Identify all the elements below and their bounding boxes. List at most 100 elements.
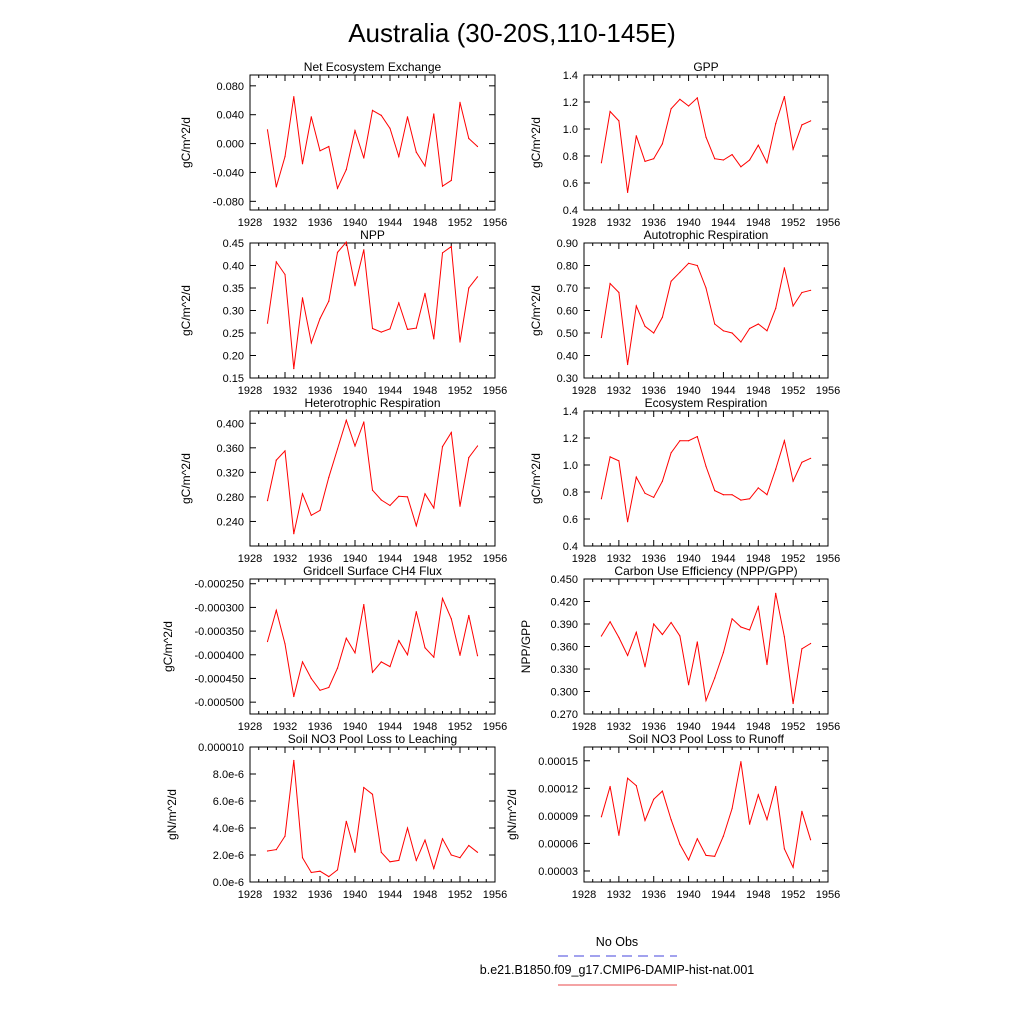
data-point xyxy=(354,851,356,853)
x-tick-label: 1936 xyxy=(308,217,332,229)
x-tick-label: 1940 xyxy=(676,217,700,229)
y-axis-label: gC/m^2/d xyxy=(179,285,193,336)
data-point xyxy=(424,493,426,495)
data-point xyxy=(275,609,277,611)
data-point xyxy=(609,456,611,458)
data-point xyxy=(783,96,786,98)
chart-panel-10: Soil NO3 Pool Loss to Runoff 1928 1932 1936… xyxy=(505,732,840,901)
y-tick-label: 0.60 xyxy=(557,306,578,318)
y-tick-label: 6.0e-6 xyxy=(213,796,244,808)
y-tick-label: 0.0e-6 xyxy=(213,877,244,889)
chart-panel-9: Soil NO3 Pool Loss to Leaching 1928 1932 19… xyxy=(165,732,507,901)
y-axis-label: gC/m^2/d xyxy=(529,117,543,168)
data-point xyxy=(618,120,620,122)
data-point xyxy=(810,642,812,645)
data-point xyxy=(644,819,646,822)
panel-title: Soil NO3 Pool Loss to Runoff xyxy=(628,732,785,746)
data-point xyxy=(783,636,786,638)
data-point xyxy=(600,635,603,637)
y-tick-label: 4.0e-6 xyxy=(213,823,244,835)
data-point xyxy=(801,461,803,463)
series-line xyxy=(600,761,812,869)
y-tick-label: -0.000250 xyxy=(194,579,244,591)
data-point xyxy=(354,652,356,654)
y-tick-label: 0.000 xyxy=(216,139,244,151)
data-point xyxy=(284,450,286,452)
data-point xyxy=(415,859,417,862)
y-tick-label: 1.0 xyxy=(563,124,578,136)
data-point xyxy=(468,287,470,289)
data-point xyxy=(328,686,330,689)
data-point xyxy=(441,446,444,448)
data-point xyxy=(714,490,716,492)
x-tick-label: 1928 xyxy=(572,889,596,901)
data-point xyxy=(600,336,603,339)
data-point xyxy=(459,505,461,507)
plot-frame xyxy=(249,746,496,883)
data-point xyxy=(644,160,646,162)
data-point xyxy=(424,165,426,167)
data-point xyxy=(618,460,620,462)
y-tick-label: 0.30 xyxy=(557,373,578,385)
data-point xyxy=(757,606,759,608)
data-point xyxy=(609,282,611,285)
y-tick-label: 0.450 xyxy=(550,574,578,586)
x-tick-label: 1932 xyxy=(607,217,631,229)
data-point xyxy=(380,661,382,663)
y-tick-label: -0.040 xyxy=(213,167,244,179)
data-point xyxy=(354,130,356,132)
data-point xyxy=(433,867,435,870)
y-tick-label: 0.4 xyxy=(563,205,578,217)
x-tick-label: 1948 xyxy=(413,217,437,229)
y-tick-label: 0.4 xyxy=(563,541,578,553)
data-point xyxy=(284,156,286,158)
data-point xyxy=(293,368,295,370)
x-tick-label: 1956 xyxy=(483,217,507,229)
data-point xyxy=(766,819,768,821)
data-point xyxy=(618,834,620,836)
data-point xyxy=(284,273,286,276)
data-point xyxy=(371,327,374,330)
data-point xyxy=(363,157,365,159)
panel-title: Carbon Use Efficiency (NPP/GPP) xyxy=(614,564,797,578)
data-point xyxy=(371,793,374,795)
data-point xyxy=(284,835,286,837)
y-tick-label: 0.8 xyxy=(563,151,578,163)
x-tick-label: 1952 xyxy=(448,721,472,733)
y-tick-label: 0.00009 xyxy=(538,811,578,823)
y-tick-label: 0.320 xyxy=(216,467,244,479)
x-tick-label: 1936 xyxy=(641,721,665,733)
data-point xyxy=(731,807,733,810)
x-tick-label: 1956 xyxy=(483,889,507,901)
data-point xyxy=(345,241,347,243)
y-tick-label: 0.90 xyxy=(557,238,578,250)
y-tick-label: 1.4 xyxy=(563,70,578,82)
data-point xyxy=(627,521,629,523)
data-point xyxy=(609,110,611,113)
data-point xyxy=(398,640,400,642)
y-tick-label: 0.40 xyxy=(557,351,578,363)
data-point xyxy=(792,702,794,705)
chart-panel-5: Heterotrophic Respiration 1928 1932 1936 194… xyxy=(179,396,507,565)
data-point xyxy=(783,848,786,850)
x-tick-label: 1956 xyxy=(816,889,840,901)
data-point xyxy=(731,332,733,334)
data-point xyxy=(670,621,672,624)
panel-title: Net Ecosystem Exchange xyxy=(304,60,442,74)
data-point xyxy=(627,654,629,657)
y-axis-label: gC/m^2/d xyxy=(179,453,193,504)
data-point xyxy=(766,162,768,164)
data-point xyxy=(714,855,716,857)
plot-frame xyxy=(583,410,829,547)
data-point xyxy=(406,496,409,498)
data-point xyxy=(670,108,672,110)
data-point xyxy=(345,419,347,421)
data-point xyxy=(688,859,690,861)
data-point xyxy=(670,819,672,821)
data-point xyxy=(389,861,391,863)
x-tick-label: 1936 xyxy=(641,217,665,229)
data-point xyxy=(722,835,725,837)
y-tick-label: 0.6 xyxy=(563,514,578,526)
chart-panel-2: GPP 1928 1932 1936 1940 1944 1948 1952 1956 0.4 0.… xyxy=(529,60,840,229)
data-point xyxy=(371,489,374,491)
